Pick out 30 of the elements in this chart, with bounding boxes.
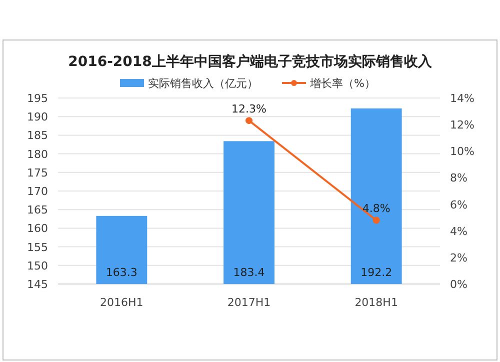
x-tick-label: 2018H1 [354,296,398,309]
y-tick-label: 180 [27,148,48,161]
y2-tick-label: 8% [450,172,468,185]
y2-tick-label: 14% [450,92,474,105]
y2-tick-label: 6% [450,198,468,212]
data-label: 12.3% [232,102,266,116]
y-tick-label: 150 [27,259,48,272]
y-tick-label: 190 [27,110,48,124]
y2-tick-label: 4% [450,224,468,238]
data-label: 163.3 [106,266,138,279]
x-tick-label: 2016H1 [100,296,144,309]
y2-tick-label: 2% [450,251,468,264]
chart-title: 2016-2018上半年中国客户端电子竞技市场实际销售收入 [68,53,433,70]
y-tick-label: 175 [27,166,48,180]
legend-label: 实际销售收入（亿元） [148,77,258,90]
y-tick-label: 195 [27,92,48,105]
legend-label: 增长率（%） [309,77,376,90]
y-tick-label: 185 [27,129,48,142]
y-tick-label: 145 [27,278,48,291]
x-tick-label: 2017H1 [227,296,271,309]
data-label: 183.4 [233,266,265,279]
y2-tick-label: 12% [450,118,474,132]
y-tick-label: 165 [27,204,48,217]
y-tick-label: 155 [27,240,48,254]
data-label: 4.8% [362,202,390,216]
y2-tick-label: 0% [450,278,468,291]
y-tick-label: 160 [27,222,48,236]
y2-tick-label: 10% [450,145,474,158]
data-label: 192.2 [360,266,392,279]
y-tick-label: 170 [27,185,48,198]
